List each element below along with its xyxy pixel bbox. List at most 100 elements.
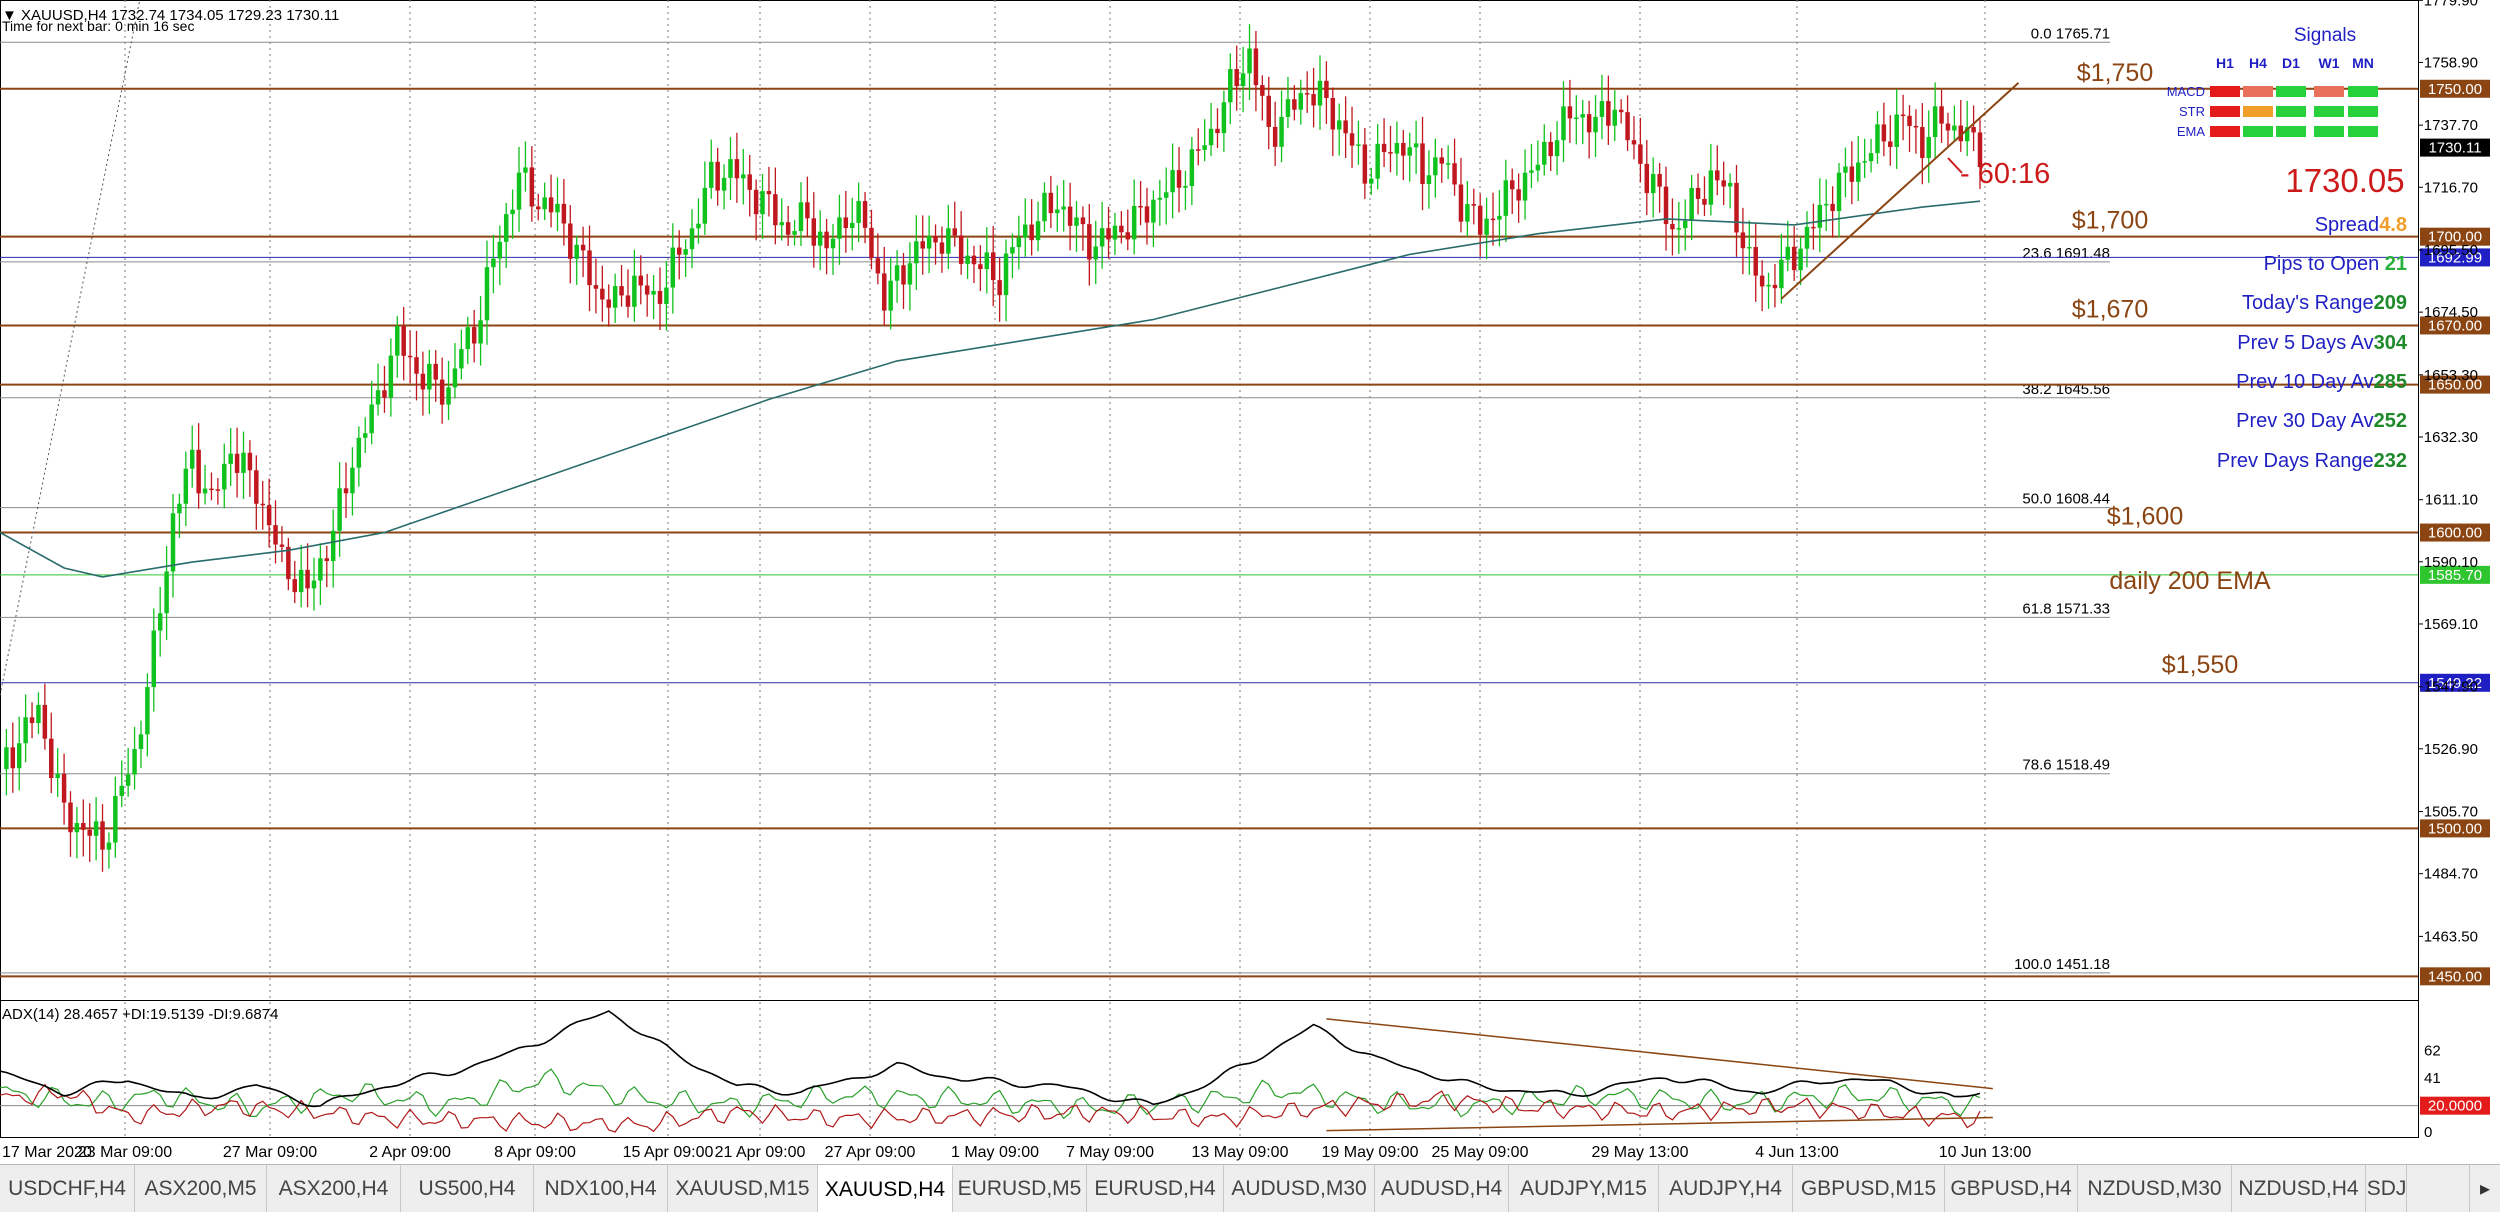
candle-body [683, 249, 688, 255]
date-label: 7 May 09:00 [1066, 1144, 1154, 1161]
symbol-tab-audjpy-h4[interactable]: AUDJPY,H4 [1659, 1165, 1793, 1212]
candle-body [1881, 124, 1887, 142]
candle-body [1055, 209, 1060, 214]
candle-body [1631, 140, 1637, 145]
candle-body [356, 437, 362, 468]
symbol-tab-gbpusd-h4[interactable]: GBPUSD,H4 [1945, 1165, 2078, 1212]
axis-level-label: 1500.00 [2428, 820, 2482, 837]
candle-body [702, 187, 708, 224]
symbol-tab-audusd-h4[interactable]: AUDUSD,H4 [1375, 1165, 1509, 1212]
stat-pips-to-open: Pips to Open 21 [2264, 253, 2407, 275]
fib-label: 0.0 1765.71 [2031, 25, 2110, 42]
candle-body [61, 773, 67, 803]
candle-body [632, 275, 637, 307]
axis-level-label: 1450.00 [2428, 968, 2482, 985]
candle-body [279, 544, 285, 547]
candle-body [1330, 98, 1336, 130]
axis-level-box [2420, 967, 2490, 986]
candle-body [1727, 182, 1733, 187]
candle-body [1394, 142, 1400, 154]
symbol-tab-bar: USDCHF,H4 ASX200,M5 ASX200,H4 US500,H4 NDX10… [0, 1164, 2500, 1212]
candle-body [1522, 172, 1528, 201]
symbol-tab-nzdusd-m30[interactable]: NZDUSD,M30 [2078, 1165, 2232, 1212]
price-tick-label: 1611.10 [2425, 492, 2478, 509]
candle-body [491, 258, 496, 268]
symbol-tab-nzdusd-h4[interactable]: NZDUSD,H4 [2232, 1165, 2366, 1212]
candle-body [1772, 284, 1778, 289]
symbol-tab-eurusd-h4[interactable]: EURUSD,H4 [1087, 1165, 1224, 1212]
signal-cell [2243, 106, 2273, 117]
candle-body [132, 749, 137, 775]
candle-body [638, 275, 644, 286]
candle-body [1010, 247, 1015, 254]
date-label: 27 Apr 09:00 [825, 1144, 916, 1161]
candle-body [202, 488, 208, 494]
candle-body [709, 161, 714, 188]
candle-body [1087, 224, 1092, 260]
candle-body [1413, 143, 1419, 148]
symbol-tab-asx200-h4[interactable]: ASX200,H4 [267, 1165, 401, 1212]
candle-body [1593, 116, 1598, 133]
axis-level-box [2420, 316, 2490, 335]
candle-body [1516, 189, 1521, 201]
candle-body [23, 717, 28, 744]
signals-price: 1730.05 [2285, 162, 2404, 199]
adx-plot-frame [0, 1000, 2419, 1138]
candle-body [1952, 125, 1957, 131]
candle-body [1618, 109, 1624, 113]
signal-cell [2243, 86, 2273, 97]
candle-body [93, 821, 99, 836]
candle-body [1439, 157, 1444, 164]
candle-body [536, 206, 541, 210]
adx-tick-label: 41 [2424, 1070, 2441, 1087]
candle-body [990, 252, 996, 281]
symbol-tab-asx200-m5[interactable]: ASX200,M5 [135, 1165, 267, 1212]
candle-body [401, 326, 406, 356]
symbol-tab-usdjp[interactable]: USDJP [2366, 1165, 2407, 1212]
candle-body [516, 172, 522, 210]
candle-body [849, 222, 855, 229]
candle-body [1253, 48, 1259, 86]
candle-body [1599, 101, 1605, 117]
symbol-header: ▼ XAUUSD,H4 1732.74 1734.05 1729.23 1730… [2, 7, 339, 24]
adx-tick-label: 62 [2424, 1042, 2441, 1059]
candle-body [497, 241, 503, 259]
candle-body [471, 327, 477, 344]
symbol-tab-audusd-m30[interactable]: AUDUSD,M30 [1224, 1165, 1375, 1212]
candle-body [792, 231, 797, 235]
candle-body [145, 687, 150, 735]
candle-body [1843, 166, 1848, 173]
signals-column-mn: MN [2352, 55, 2374, 71]
candle-body [113, 795, 118, 843]
candle-body [1586, 114, 1592, 133]
symbol-tab-audjpy-m15[interactable]: AUDJPY,M15 [1509, 1165, 1659, 1212]
price-tick-label: 1505.70 [2424, 804, 2478, 821]
candle-body [1497, 215, 1502, 220]
candle-body [785, 222, 791, 235]
symbol-tab-xauusd-m15[interactable]: XAUUSD,M15 [668, 1165, 818, 1212]
symbol-tab-us500-h4[interactable]: US500,H4 [401, 1165, 534, 1212]
date-label: 10 Jun 13:00 [1939, 1144, 2032, 1161]
candle-body [1112, 225, 1118, 240]
signals-row-str: STR [2179, 104, 2205, 119]
chart-canvas[interactable]: 0.0 1765.71 23.6 1691.48 38.2 1645.56 50.0 … [0, 0, 2500, 1164]
symbol-tab-gbpusd-m15[interactable]: GBPUSD,M15 [1793, 1165, 1945, 1212]
symbol-tab-eurusd-m5[interactable]: EURUSD,M5 [953, 1165, 1087, 1212]
candle-body [1830, 203, 1835, 212]
signal-cell [2348, 126, 2378, 137]
candle-body [779, 222, 784, 226]
candle-body [305, 569, 310, 589]
candle-body [939, 242, 945, 254]
candle-body [1375, 143, 1380, 179]
candle-body [1125, 232, 1131, 240]
adx-level-label: 20.0000 [2428, 1098, 2482, 1115]
symbol-tab-ndx100-h4[interactable]: NDX100,H4 [534, 1165, 668, 1212]
candle-body [81, 823, 86, 830]
axis-level-box [2420, 375, 2490, 394]
tab-scroll-right-icon[interactable]: ▸ [2469, 1165, 2500, 1212]
symbol-tab-usdchf-h4[interactable]: USDCHF,H4 [0, 1165, 135, 1212]
candle-body [568, 223, 573, 259]
candle-body [1625, 112, 1630, 141]
candle-body [1740, 232, 1746, 249]
symbol-tab-xauusd-h4[interactable]: XAUUSD,H4 [818, 1165, 953, 1212]
